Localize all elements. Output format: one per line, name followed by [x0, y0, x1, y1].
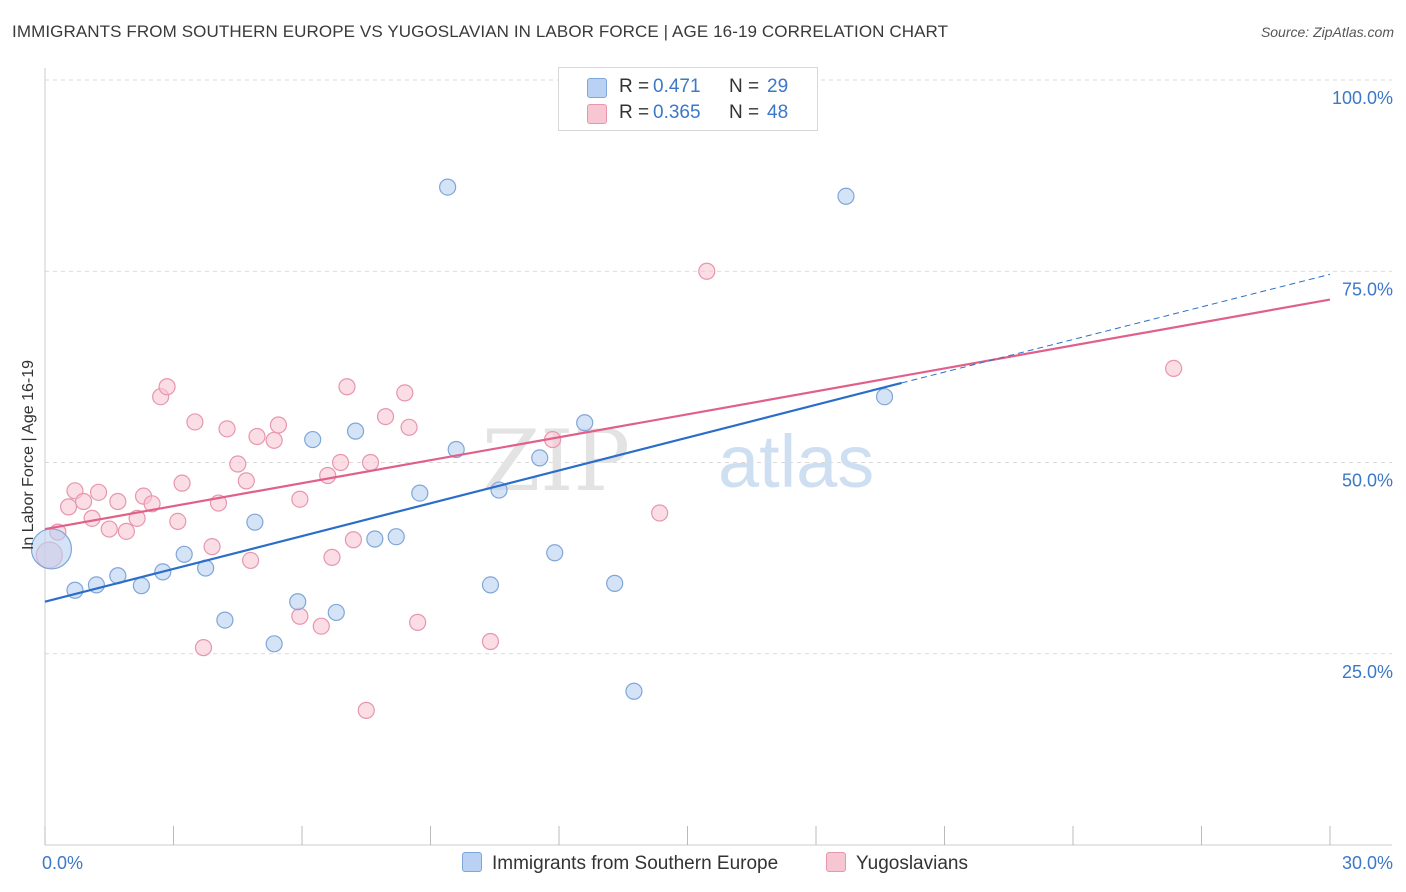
data-point [173, 474, 191, 492]
data-point [248, 427, 266, 446]
data-point [387, 528, 405, 546]
data-point [546, 544, 564, 562]
y-tick-label: 50.0% [1342, 471, 1393, 491]
data-point [439, 178, 457, 196]
legend-n-value: 29 [767, 76, 789, 97]
bottom-legend-yugoslavians: Yugoslavians [826, 852, 968, 875]
legend-n-value: 48 [767, 102, 789, 123]
legend-r-label: R = [619, 102, 650, 123]
tick-labels: 25.0% 50.0% 75.0% 100.0% 0.0% 30.0% [42, 88, 1393, 873]
data-point [304, 430, 322, 449]
data-point [242, 551, 260, 570]
series-immigrants-southern-europe [30, 178, 894, 700]
data-point [327, 603, 345, 622]
bottom-legend-label-immigrants: Immigrants from Southern Europe [492, 853, 779, 874]
data-point [269, 416, 288, 434]
watermark-atlas: atlas [718, 420, 874, 503]
legend-n-label: N = [729, 102, 760, 123]
data-point [346, 422, 365, 440]
legend-r-value: 0.365 [653, 102, 701, 123]
trend-line-yugoslavians [44, 298, 1331, 531]
data-point [606, 574, 624, 592]
data-point [376, 408, 395, 426]
data-point [481, 576, 500, 594]
series-yugoslavians [35, 71, 1183, 719]
data-point [100, 520, 118, 538]
data-point [83, 509, 101, 527]
x-tick-label: 0.0% [42, 853, 83, 873]
correlation-legend: R = 0.471 N = 29 R = 0.365 N = 48 [558, 67, 818, 131]
data-point [312, 617, 330, 635]
data-point [109, 492, 127, 511]
data-point [481, 632, 500, 651]
data-point [246, 513, 264, 531]
data-point [194, 639, 213, 657]
data-point [576, 414, 594, 432]
chart-title: IMMIGRANTS FROM SOUTHERN EUROPE VS YUGOS… [12, 22, 949, 41]
data-point [323, 548, 341, 566]
data-point [132, 577, 150, 595]
data-point [447, 440, 465, 459]
data-point [229, 455, 247, 473]
data-point [265, 635, 283, 653]
data-point [169, 512, 187, 531]
data-point [158, 378, 176, 396]
data-point [143, 495, 161, 513]
data-point [74, 492, 93, 511]
bottom-legend-swatch-blue [462, 852, 482, 872]
data-point [837, 187, 855, 205]
data-point [218, 420, 236, 438]
bottom-legend-immigrants: Immigrants from Southern Europe [462, 852, 778, 875]
data-point [396, 384, 414, 402]
y-tick-label: 100.0% [1332, 88, 1393, 108]
data-point [203, 538, 221, 556]
data-point [698, 262, 716, 280]
data-point [331, 453, 350, 472]
data-point [531, 449, 549, 467]
y-tick-label: 75.0% [1342, 279, 1393, 299]
data-point [291, 607, 309, 625]
y-axis-label: In Labor Force | Age 16-19 [20, 359, 37, 551]
x-tick-label: 30.0% [1342, 853, 1393, 873]
source-credit: Source: ZipAtlas.com [1260, 24, 1394, 40]
legend-r-value: 0.471 [653, 76, 701, 97]
data-point [237, 472, 255, 490]
data-point [89, 483, 108, 501]
data-point [289, 593, 307, 611]
data-point [338, 378, 356, 396]
trend-line-immigrants-extension [901, 273, 1331, 384]
data-point [400, 418, 418, 436]
data-point [409, 613, 427, 631]
data-point [625, 682, 643, 700]
trend-line-immigrants [44, 381, 902, 603]
bottom-legend-swatch-pink [826, 852, 846, 872]
data-point [344, 531, 362, 549]
data-point [216, 611, 234, 629]
data-point [291, 490, 309, 508]
data-point [59, 498, 78, 516]
data-point [651, 504, 669, 522]
data-point [1165, 359, 1183, 378]
data-point [361, 453, 380, 472]
data-point [117, 522, 135, 540]
legend-swatch-blue [587, 78, 607, 98]
trend-lines [44, 273, 1331, 603]
data-point [265, 431, 283, 449]
data-point [319, 466, 337, 485]
data-point [366, 530, 384, 548]
grid-lines [45, 79, 1392, 655]
legend-n-label: N = [729, 76, 760, 97]
data-point [186, 413, 204, 431]
axes [44, 68, 1392, 846]
legend-r-label: R = [619, 76, 650, 97]
legend-swatch-pink [587, 104, 607, 124]
data-point [411, 484, 429, 502]
y-tick-label: 25.0% [1342, 662, 1393, 682]
data-point [175, 545, 193, 563]
bottom-legend-label-yugoslavians: Yugoslavians [856, 853, 968, 874]
data-point [875, 388, 894, 406]
data-point [357, 701, 375, 719]
